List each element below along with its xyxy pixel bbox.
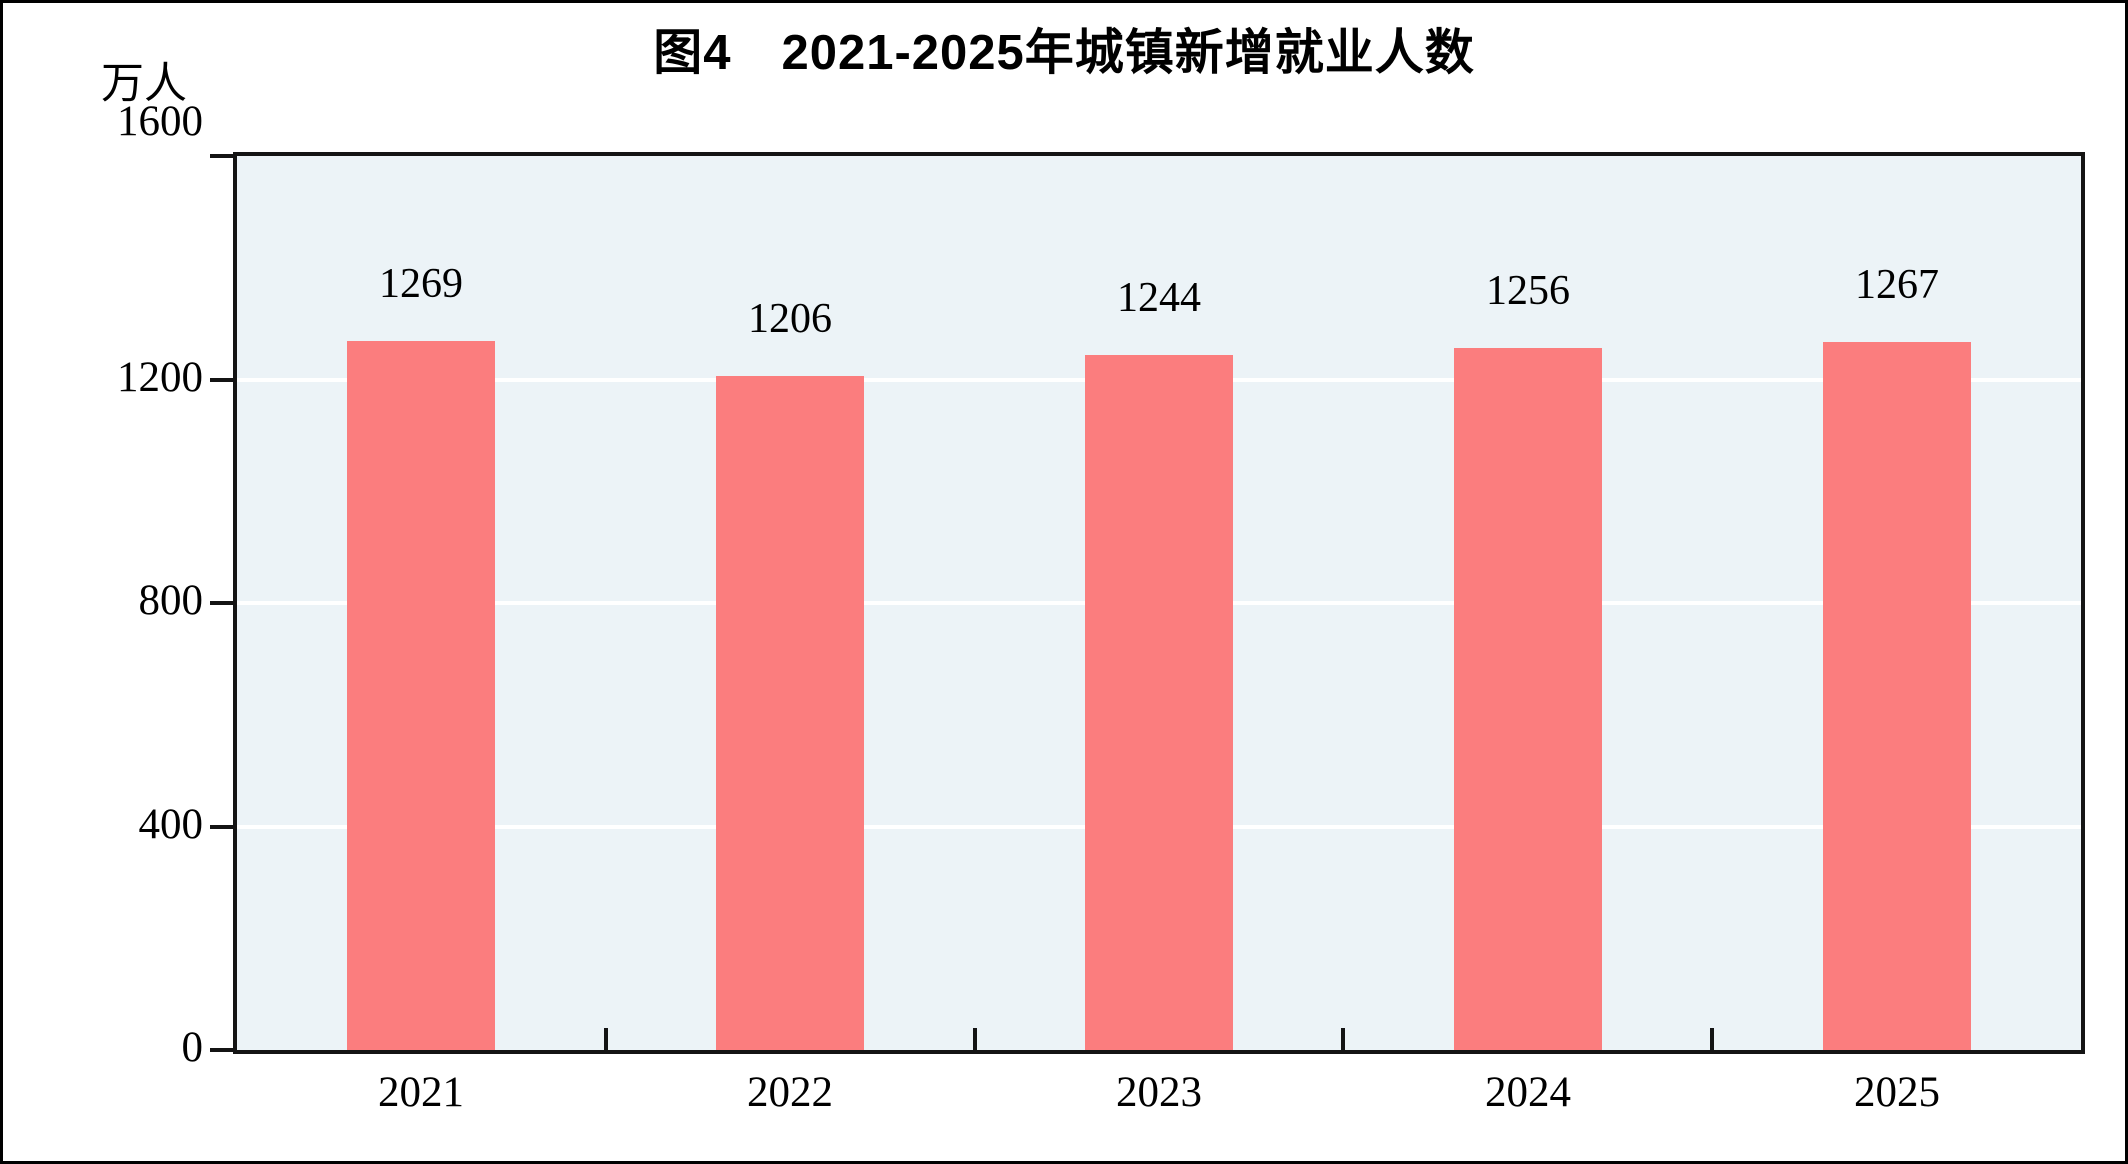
x-axis-label-2024: 2024: [1485, 1069, 1571, 1116]
plot-area: 1269 1206 1244 1256 1267: [233, 152, 2085, 1054]
bar-2023: [1085, 355, 1233, 1050]
y-axis-tick-1600: [210, 154, 233, 158]
y-axis-tick-1200: [210, 378, 233, 382]
x-axis-label-2022: 2022: [747, 1069, 833, 1116]
y-axis-tick-label-800: 800: [138, 577, 204, 624]
x-axis-boundary-tick-1: [604, 1028, 608, 1050]
x-axis-label-2025: 2025: [1854, 1069, 1940, 1116]
x-axis-boundary-tick-4: [1710, 1028, 1714, 1050]
y-axis-tick-label-0: 0: [181, 1024, 204, 1071]
bar-2022: [716, 376, 864, 1050]
bar-value-label-2024: 1256: [1486, 268, 1570, 314]
y-axis-tick-800: [210, 601, 233, 605]
y-axis-tick-label-1600: 1600: [117, 98, 203, 145]
x-axis-boundary-tick-2: [973, 1028, 977, 1050]
bar-value-label-2023: 1244: [1117, 275, 1201, 321]
bar-value-label-2025: 1267: [1855, 262, 1939, 308]
bar-2025: [1823, 342, 1971, 1050]
x-axis-boundary-tick-3: [1341, 1028, 1345, 1050]
bar-2024: [1454, 348, 1602, 1050]
y-axis-tick-0: [210, 1048, 233, 1052]
x-axis-label-2023: 2023: [1116, 1069, 1202, 1116]
bar-2021: [347, 341, 495, 1050]
chart-title: 图4 2021-2025年城镇新增就业人数: [653, 26, 1475, 80]
y-axis-tick-400: [210, 825, 233, 829]
bar-value-label-2021: 1269: [379, 261, 463, 307]
y-axis-unit-label: 万人: [101, 61, 187, 108]
x-axis-label-2021: 2021: [378, 1069, 464, 1116]
y-axis-tick-label-1200: 1200: [117, 354, 203, 401]
y-axis-tick-label-400: 400: [138, 801, 204, 848]
bar-value-label-2022: 1206: [748, 296, 832, 342]
